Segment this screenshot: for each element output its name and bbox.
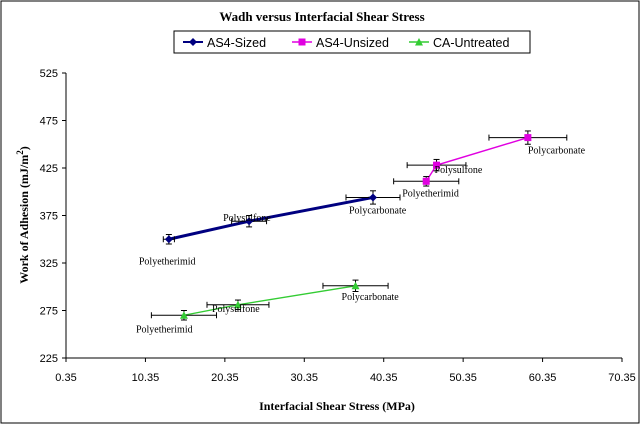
legend-swatch-marker bbox=[189, 38, 197, 46]
legend-swatch-marker bbox=[415, 38, 423, 46]
legend-label: AS4-Sized bbox=[207, 36, 266, 50]
data-point bbox=[164, 235, 173, 244]
y-tick-label: 475 bbox=[40, 116, 58, 128]
point-label: Polycarbonate bbox=[349, 205, 407, 216]
x-tick-label: 40.35 bbox=[370, 372, 398, 384]
x-tick-label: 50.35 bbox=[449, 372, 477, 384]
y-tick-label: 425 bbox=[40, 163, 58, 175]
x-tick-label: 20.35 bbox=[211, 372, 239, 384]
data-point bbox=[351, 281, 360, 290]
legend-label: AS4-Unsized bbox=[316, 36, 389, 50]
y-axis-label-sup: 2 bbox=[15, 150, 25, 155]
y-axis-label-tail: ) bbox=[17, 146, 31, 150]
series-2: Polyetherimid Polysulfone Polycarbonate bbox=[136, 279, 400, 335]
legend: AS4-Sized AS4-Unsized CA-Untreated bbox=[173, 30, 531, 54]
legend-swatch-marker bbox=[298, 38, 306, 46]
y-tick-label: 275 bbox=[40, 306, 58, 318]
point-label: Polyetherimid bbox=[139, 256, 196, 267]
y-axis-label: Work of Adhesion (mJ/m2) bbox=[15, 146, 31, 284]
y-tick-label: 225 bbox=[40, 353, 58, 365]
series-layer: PolyetherimidPolysulfonePolycarbonatePol… bbox=[136, 130, 586, 335]
legend-label: CA-Untreated bbox=[433, 36, 509, 50]
x-tick-label: 70.35 bbox=[608, 372, 636, 384]
ticks: 0.35 10.35 20.35 30.35 40.35 50.35 60.35 70.35 2… bbox=[40, 68, 636, 384]
series-0: Polyetherimid Polysulfone Polycarbonate bbox=[139, 190, 407, 267]
data-point bbox=[179, 311, 188, 319]
x-tick-label: 60.35 bbox=[529, 372, 557, 384]
point-label: Polyetherimid bbox=[402, 188, 459, 199]
y-tick-label: 525 bbox=[40, 68, 58, 80]
data-point bbox=[524, 134, 532, 142]
data-point bbox=[233, 300, 242, 309]
x-tick-label: 30.35 bbox=[291, 372, 319, 384]
data-point bbox=[433, 161, 441, 169]
data-point bbox=[368, 193, 377, 202]
data-point bbox=[422, 177, 430, 185]
data-point bbox=[245, 217, 254, 226]
point-label: Polysulfone bbox=[212, 304, 260, 315]
y-tick-label: 375 bbox=[40, 211, 58, 223]
x-tick-label: 10.35 bbox=[132, 372, 160, 384]
x-tick-label: 0.35 bbox=[55, 372, 76, 384]
y-axis-label-main: Work of Adhesion (mJ/m bbox=[17, 155, 31, 284]
chart-title: Wadh versus Interfacial Shear Stress bbox=[219, 9, 424, 24]
legend-box bbox=[173, 30, 531, 54]
point-label: Polysulfone bbox=[223, 213, 271, 224]
point-label: Polyetherimid bbox=[136, 324, 193, 335]
point-label: Polysulfone bbox=[435, 165, 483, 176]
x-axis-label: Interfacial Shear Stress (MPa) bbox=[259, 399, 415, 413]
point-label: Polycarbonate bbox=[528, 146, 586, 157]
y-tick-label: 325 bbox=[40, 258, 58, 270]
point-label: Polycarbonate bbox=[342, 292, 400, 303]
series-1: Polyetherimid Polysulfone Polycarbonate bbox=[393, 130, 586, 199]
